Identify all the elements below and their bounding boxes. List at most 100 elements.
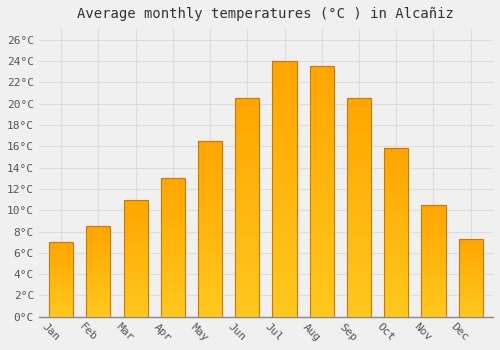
Bar	[235, 129, 260, 133]
Bar	[347, 229, 371, 234]
Bar	[272, 312, 296, 317]
Bar	[422, 299, 446, 301]
Bar	[160, 284, 185, 286]
Bar	[49, 296, 73, 298]
Bar	[272, 204, 296, 209]
Bar	[235, 286, 260, 290]
Bar	[124, 223, 148, 225]
Bar	[310, 212, 334, 217]
Bar	[458, 247, 483, 248]
Bar	[458, 296, 483, 298]
Bar	[310, 71, 334, 76]
Bar	[272, 133, 296, 138]
Bar	[124, 239, 148, 242]
Bar	[310, 176, 334, 182]
Bar	[160, 195, 185, 198]
Title: Average monthly temperatures (°C ) in Alcañiz: Average monthly temperatures (°C ) in Al…	[78, 7, 454, 21]
Bar	[49, 300, 73, 302]
Bar	[86, 255, 110, 257]
Bar	[310, 197, 334, 202]
Bar	[347, 116, 371, 120]
Bar	[198, 306, 222, 310]
Bar	[49, 271, 73, 272]
Bar	[347, 155, 371, 160]
Bar	[198, 222, 222, 225]
Bar	[347, 133, 371, 138]
Bar	[198, 173, 222, 176]
Bar	[49, 278, 73, 280]
Bar	[422, 225, 446, 227]
Bar	[347, 177, 371, 181]
Bar	[198, 141, 222, 317]
Bar	[49, 266, 73, 267]
Bar	[384, 155, 408, 159]
Bar	[86, 268, 110, 270]
Bar	[86, 233, 110, 235]
Bar	[198, 260, 222, 264]
Bar	[198, 303, 222, 306]
Bar	[160, 311, 185, 314]
Bar	[347, 129, 371, 133]
Bar	[310, 217, 334, 222]
Bar	[198, 225, 222, 229]
Bar	[235, 199, 260, 203]
Bar	[422, 276, 446, 279]
Bar	[86, 292, 110, 293]
Bar	[347, 243, 371, 247]
Bar	[458, 253, 483, 254]
Bar	[160, 189, 185, 192]
Bar	[458, 239, 483, 317]
Bar	[347, 186, 371, 190]
Bar	[310, 222, 334, 227]
Bar	[160, 314, 185, 317]
Bar	[422, 288, 446, 290]
Bar	[235, 225, 260, 229]
Bar	[384, 280, 408, 283]
Bar	[160, 272, 185, 275]
Bar	[124, 251, 148, 253]
Bar	[49, 274, 73, 275]
Bar	[124, 310, 148, 312]
Bar	[458, 258, 483, 259]
Bar	[235, 308, 260, 313]
Bar	[347, 269, 371, 273]
Bar	[86, 235, 110, 237]
Bar	[198, 310, 222, 313]
Bar	[160, 292, 185, 295]
Bar	[384, 310, 408, 314]
Bar	[124, 258, 148, 260]
Bar	[422, 232, 446, 234]
Bar	[458, 262, 483, 264]
Bar	[458, 298, 483, 300]
Bar	[310, 121, 334, 126]
Bar	[49, 244, 73, 245]
Bar	[235, 264, 260, 269]
Bar	[124, 277, 148, 279]
Bar	[422, 250, 446, 252]
Bar	[458, 268, 483, 270]
Bar	[86, 237, 110, 239]
Bar	[86, 301, 110, 302]
Bar	[198, 296, 222, 299]
Bar	[235, 146, 260, 151]
Bar	[160, 228, 185, 231]
Bar	[160, 295, 185, 298]
Bar	[458, 261, 483, 262]
Bar	[86, 295, 110, 297]
Bar	[347, 181, 371, 186]
Bar	[310, 237, 334, 242]
Bar	[458, 278, 483, 279]
Bar	[49, 315, 73, 317]
Bar	[422, 238, 446, 241]
Bar	[198, 215, 222, 218]
Bar	[458, 251, 483, 253]
Bar	[422, 252, 446, 254]
Bar	[86, 293, 110, 295]
Bar	[422, 294, 446, 297]
Bar	[235, 295, 260, 299]
Bar	[198, 292, 222, 296]
Bar	[272, 291, 296, 296]
Bar	[310, 111, 334, 117]
Bar	[235, 234, 260, 238]
Bar	[49, 284, 73, 286]
